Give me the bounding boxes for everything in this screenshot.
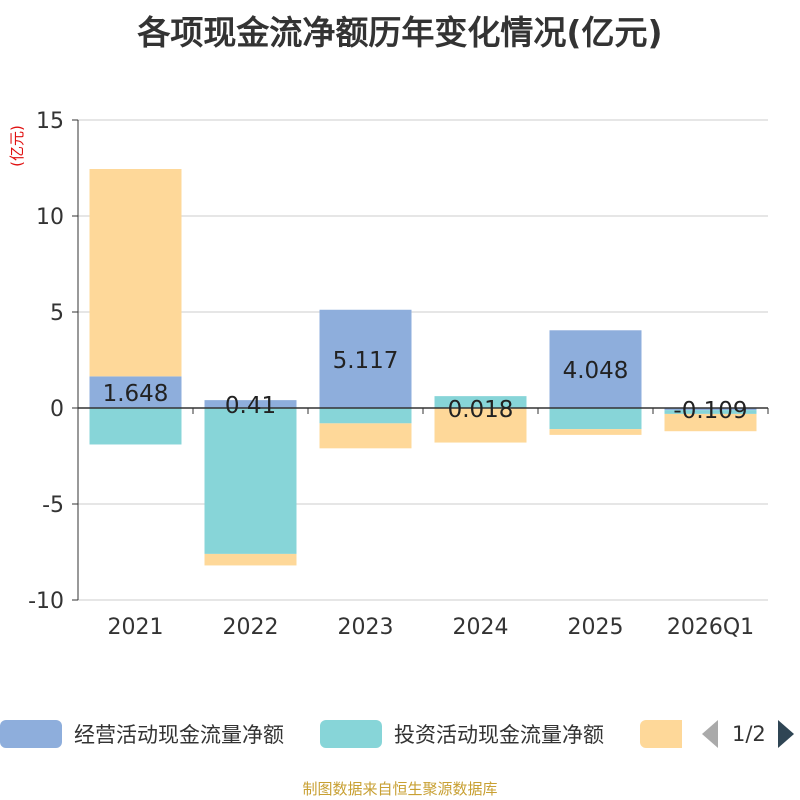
data-label: 4.048 — [563, 358, 629, 384]
bar-2024-s1 — [434, 396, 527, 408]
bar-2026Q1-s1 — [664, 410, 757, 414]
legend-page-indicator: 1/2 — [732, 722, 766, 746]
y-axis-label: (亿元) — [8, 125, 26, 167]
bar-2022-s2 — [204, 553, 297, 566]
legend-label-operating: 经营活动现金流量净额 — [74, 723, 284, 747]
x-tick-label: 2021 — [108, 615, 164, 640]
x-tick-label: 2022 — [223, 615, 279, 640]
bar-2021-s0 — [89, 376, 182, 408]
y-tick-label: 10 — [36, 205, 64, 230]
data-label: -0.109 — [673, 398, 747, 424]
bar-2024-s2 — [434, 408, 527, 443]
bar-2023-s0 — [319, 309, 412, 408]
legend: 经营活动现金流量净额 投资活动现金流量净额 1/2 — [0, 716, 800, 752]
bar-2025-s0 — [549, 330, 642, 408]
x-tick-label: 2023 — [338, 615, 394, 640]
bar-2026Q1-s2 — [664, 413, 757, 432]
x-tick-label: 2026Q1 — [667, 615, 754, 640]
legend-swatch-financing — [640, 720, 682, 748]
data-label: 5.117 — [333, 348, 399, 374]
bar-2025-s1 — [549, 408, 642, 430]
legend-item-investing[interactable]: 投资活动现金流量净额 — [320, 716, 604, 752]
bar-2021-s1 — [89, 408, 182, 445]
legend-swatch-investing — [320, 720, 382, 748]
bar-2023-s2 — [319, 423, 412, 449]
y-tick-label: 5 — [50, 301, 64, 326]
bar-2026Q1-s0 — [664, 408, 757, 411]
x-tick-label: 2025 — [568, 615, 624, 640]
y-tick-label: -5 — [42, 493, 64, 518]
y-tick-label: 15 — [36, 109, 64, 134]
data-label: 1.648 — [103, 381, 169, 407]
bar-2021-s2 — [89, 168, 182, 377]
data-label: 0.41 — [225, 393, 276, 419]
bar-2022-s1 — [204, 408, 297, 554]
legend-item-financing[interactable] — [640, 716, 682, 752]
legend-prev-icon[interactable] — [702, 720, 718, 748]
bar-2025-s2 — [549, 429, 642, 435]
legend-label-investing: 投资活动现金流量净额 — [394, 723, 604, 747]
legend-next-icon[interactable] — [777, 720, 794, 748]
legend-pager: 1/2 — [702, 716, 794, 752]
data-source-note: 制图数据来自恒生聚源数据库 — [302, 780, 498, 798]
legend-item-operating[interactable]: 经营活动现金流量净额 — [0, 716, 284, 752]
legend-swatch-operating — [0, 720, 62, 748]
data-label: 0.018 — [448, 397, 514, 423]
x-tick-label: 2024 — [453, 615, 509, 640]
bar-2022-s0 — [204, 400, 297, 408]
chart-title: 各项现金流净额历年变化情况(亿元) — [137, 13, 663, 52]
y-tick-label: -10 — [28, 589, 64, 614]
bar-2023-s1 — [319, 408, 412, 424]
y-tick-label: 0 — [50, 397, 64, 422]
